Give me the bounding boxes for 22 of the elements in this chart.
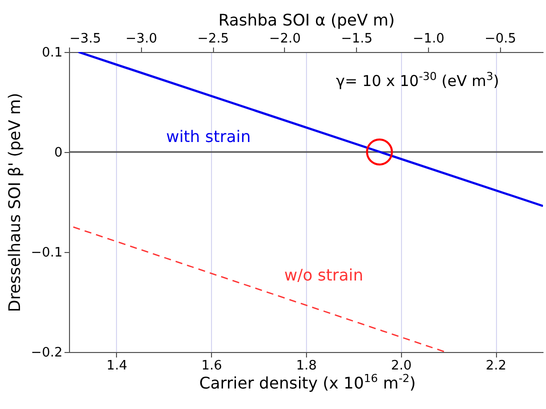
y-tick-label: 0.1 [42, 46, 62, 60]
y-tick-label: −0.2 [30, 346, 62, 360]
y-tick-label: −0.1 [30, 246, 62, 260]
annotation: γ= 10 x 10$^{-30}$ (eV m$^{3}$) [336, 70, 500, 90]
x-tick-label: 2.0 [390, 358, 412, 374]
x-tick-label: 1.4 [106, 358, 128, 374]
x2-tick-label: −2.5 [197, 32, 229, 46]
x2-tick-label: −0.5 [484, 32, 516, 46]
x2-axis-title: Rashba SOI α (peV m) [218, 10, 395, 30]
x2-tick-label: −1.0 [412, 32, 444, 46]
x-tick-label: 1.6 [201, 358, 222, 374]
x2-tick-label: −3.0 [126, 32, 158, 46]
y-tick-label: 0 [54, 146, 62, 160]
x2-tick-label: −3.5 [70, 32, 102, 46]
series-label: w/o strain [284, 266, 364, 284]
x-tick-label: 2.2 [486, 358, 506, 374]
series-label: with strain [166, 127, 251, 146]
x-axis-title: Carrier density (x 10$^{16}$ m$^{-2}$) [198, 372, 417, 392]
y-axis-title: Dresselhaus SOI β' (peV m) [4, 92, 24, 312]
x2-tick-label: −1.5 [340, 32, 373, 46]
x-tick-label: 1.8 [296, 358, 317, 374]
x2-tick-label: −2.0 [269, 32, 301, 46]
